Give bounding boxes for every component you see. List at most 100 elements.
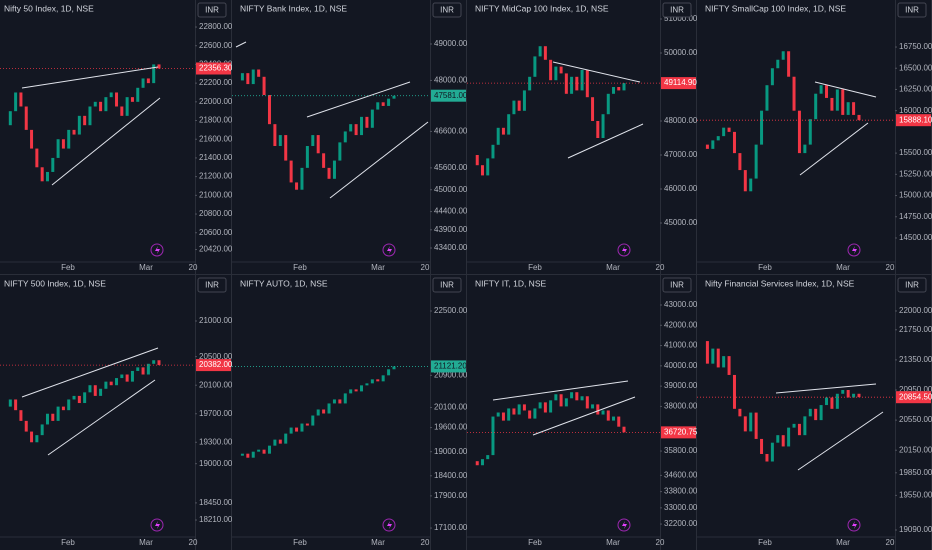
candle bbox=[580, 70, 584, 91]
candle bbox=[857, 114, 861, 121]
y-tick-label: 18210.00 bbox=[199, 515, 233, 524]
candle bbox=[305, 146, 309, 168]
candle bbox=[354, 389, 358, 392]
y-tick-label: 35800.00 bbox=[664, 446, 698, 455]
y-tick-label: 33000.00 bbox=[664, 503, 698, 512]
y-tick-label: 43400.00 bbox=[434, 243, 468, 252]
x-tick-label: 20 bbox=[886, 538, 895, 547]
candle bbox=[343, 131, 347, 143]
price-tag bbox=[661, 426, 696, 439]
candle bbox=[496, 127, 500, 145]
candle bbox=[295, 427, 299, 432]
y-tick-label: 45000.00 bbox=[664, 218, 698, 227]
candle bbox=[846, 102, 850, 115]
y-tick-label: 19700.00 bbox=[199, 409, 233, 418]
candle bbox=[295, 182, 299, 190]
y-tick-label: 21400.00 bbox=[199, 153, 233, 162]
candle bbox=[246, 73, 250, 85]
y-tick-label: 14500.00 bbox=[899, 233, 932, 242]
panel-title: NIFTY Bank Index, 1D, NSE bbox=[240, 3, 347, 13]
candle bbox=[257, 449, 261, 452]
candle bbox=[803, 144, 807, 154]
candle bbox=[61, 139, 65, 149]
currency-button bbox=[897, 277, 927, 293]
candle bbox=[251, 451, 255, 458]
trendline bbox=[329, 121, 429, 199]
candle bbox=[240, 73, 244, 81]
candle bbox=[760, 438, 764, 454]
trendlines bbox=[21, 41, 884, 471]
x-tick-label: Feb bbox=[61, 538, 75, 547]
x-tick-label: Mar bbox=[371, 263, 385, 272]
x-tick-label: Feb bbox=[293, 538, 307, 547]
candle bbox=[830, 397, 834, 409]
candle bbox=[517, 404, 521, 415]
y-tick-label: 22600.00 bbox=[199, 41, 233, 50]
candle bbox=[830, 97, 834, 111]
candle bbox=[538, 402, 542, 409]
y-tick-label: 46600.00 bbox=[434, 127, 468, 136]
candle bbox=[760, 110, 764, 145]
currency-button bbox=[432, 277, 462, 293]
candle bbox=[770, 442, 774, 462]
alert-bolt bbox=[155, 246, 160, 254]
currency-label: INR bbox=[670, 281, 684, 290]
candle bbox=[278, 135, 282, 147]
candle bbox=[77, 115, 81, 135]
price-tag bbox=[431, 360, 466, 373]
y-tick-label: 18400.00 bbox=[434, 471, 468, 480]
candle bbox=[622, 83, 626, 91]
candle bbox=[30, 431, 34, 443]
y-tick-label: 15000.00 bbox=[899, 191, 932, 200]
candle bbox=[528, 76, 532, 91]
candle bbox=[507, 114, 511, 135]
candle bbox=[554, 66, 558, 81]
candle bbox=[491, 144, 495, 159]
candle bbox=[130, 370, 134, 382]
candle bbox=[559, 66, 563, 74]
candle bbox=[56, 139, 60, 158]
candle bbox=[316, 135, 320, 154]
candle bbox=[45, 171, 49, 182]
currency-label: INR bbox=[905, 6, 919, 15]
candle bbox=[522, 90, 526, 111]
y-tick-label: 20100.00 bbox=[199, 380, 233, 389]
candle bbox=[617, 416, 621, 427]
candle bbox=[606, 410, 610, 421]
candle bbox=[549, 400, 553, 413]
candle bbox=[93, 101, 97, 107]
candle bbox=[332, 399, 336, 404]
alert-bolt bbox=[155, 521, 160, 529]
price-tag-label: 47581.00 bbox=[434, 91, 468, 100]
alert-icon bbox=[617, 518, 631, 532]
x-tick-label: 20 bbox=[886, 263, 895, 272]
y-tick-label: 45600.00 bbox=[434, 163, 468, 172]
price-tag bbox=[196, 359, 231, 372]
y-tick-label: 17100.00 bbox=[434, 523, 468, 532]
candle bbox=[591, 404, 595, 409]
y-tick-label: 22000.00 bbox=[899, 306, 932, 315]
candle bbox=[322, 409, 326, 414]
candle bbox=[776, 435, 780, 443]
candle bbox=[601, 114, 605, 139]
price-tag-label: 21121.20 bbox=[434, 362, 467, 371]
candle bbox=[486, 158, 490, 176]
currency-label: INR bbox=[905, 281, 919, 290]
candle bbox=[765, 85, 769, 111]
candle bbox=[8, 111, 12, 126]
x-tick-label: Mar bbox=[606, 538, 620, 547]
x-tick-label: Mar bbox=[836, 538, 850, 547]
candle bbox=[612, 87, 616, 94]
candle bbox=[585, 396, 589, 409]
candle bbox=[543, 402, 547, 413]
alert-bolt bbox=[852, 521, 857, 529]
candle bbox=[8, 399, 12, 407]
y-tick-label: 22500.00 bbox=[434, 306, 468, 315]
candle bbox=[387, 98, 391, 106]
panel-title: NIFTY 500 Index, 1D, NSE bbox=[4, 278, 106, 288]
alert-bolt bbox=[622, 246, 627, 254]
y-tick-label: 48000.00 bbox=[664, 116, 698, 125]
trendline bbox=[532, 396, 636, 436]
y-tick-label: 16000.00 bbox=[899, 106, 932, 115]
candle bbox=[360, 385, 364, 392]
